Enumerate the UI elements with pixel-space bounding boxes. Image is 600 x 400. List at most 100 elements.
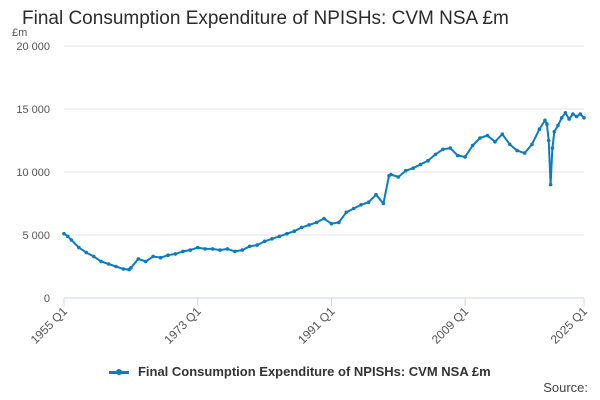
data-point[interactable] bbox=[478, 136, 482, 140]
data-point[interactable] bbox=[299, 225, 304, 230]
data-point[interactable] bbox=[158, 255, 163, 260]
data-point[interactable] bbox=[292, 229, 297, 233]
data-point[interactable] bbox=[463, 155, 467, 159]
data-point[interactable] bbox=[426, 158, 430, 163]
data-point[interactable] bbox=[574, 114, 579, 119]
data-point[interactable] bbox=[188, 248, 193, 252]
source-label: Source: bbox=[543, 380, 588, 395]
data-point[interactable] bbox=[470, 143, 475, 148]
data-point[interactable] bbox=[448, 146, 453, 150]
data-point[interactable] bbox=[359, 203, 363, 207]
data-point[interactable] bbox=[203, 247, 207, 251]
y-tick-label: 10 000 bbox=[16, 167, 50, 179]
data-point[interactable] bbox=[181, 249, 185, 254]
data-point[interactable] bbox=[69, 238, 74, 242]
data-point[interactable] bbox=[556, 123, 560, 128]
data-point[interactable] bbox=[571, 112, 575, 116]
axes: £m 0 5 000 10 000 15 000 20 000 1955 Q1 1973 Q1… bbox=[12, 27, 590, 347]
data-point[interactable] bbox=[455, 153, 460, 158]
data-point[interactable] bbox=[136, 257, 141, 261]
data-point[interactable] bbox=[550, 146, 555, 150]
data-point[interactable] bbox=[546, 138, 551, 143]
x-tick-label: 1955 Q1 bbox=[28, 304, 71, 347]
data-point[interactable] bbox=[567, 117, 571, 121]
data-point[interactable] bbox=[396, 175, 401, 179]
x-tick-label: 1991 Q1 bbox=[295, 304, 338, 347]
data-point[interactable] bbox=[548, 182, 553, 187]
y-tick-label: 20 000 bbox=[16, 41, 50, 53]
data-point[interactable] bbox=[337, 220, 341, 225]
data-point[interactable] bbox=[106, 262, 111, 266]
data-point[interactable] bbox=[277, 234, 282, 239]
data-point[interactable] bbox=[255, 243, 259, 247]
data-point[interactable] bbox=[121, 267, 126, 271]
data-point[interactable] bbox=[99, 259, 103, 264]
data-point[interactable] bbox=[418, 162, 423, 167]
data-point[interactable] bbox=[166, 253, 170, 257]
data-point[interactable] bbox=[240, 248, 245, 252]
data-point[interactable] bbox=[559, 116, 564, 120]
data-point[interactable] bbox=[582, 116, 586, 120]
data-point[interactable] bbox=[225, 247, 230, 251]
data-point[interactable] bbox=[515, 148, 519, 153]
data-point[interactable] bbox=[84, 250, 89, 255]
data-point[interactable] bbox=[262, 239, 267, 244]
x-tick-label: 2009 Q1 bbox=[429, 304, 472, 347]
legend-swatch bbox=[109, 369, 130, 376]
data-point[interactable] bbox=[578, 112, 583, 116]
data-point[interactable] bbox=[563, 111, 568, 115]
legend[interactable]: Final Consumption Expenditure of NPISHs:… bbox=[0, 364, 600, 379]
data-point[interactable] bbox=[381, 201, 386, 206]
data-point[interactable] bbox=[537, 127, 542, 131]
data-point[interactable] bbox=[389, 172, 393, 177]
data-point[interactable] bbox=[543, 118, 547, 123]
data-point[interactable] bbox=[441, 147, 445, 152]
data-point[interactable] bbox=[62, 231, 66, 236]
y-tick-label: 15 000 bbox=[16, 104, 50, 116]
data-point[interactable] bbox=[322, 216, 326, 221]
data-point[interactable] bbox=[307, 223, 311, 227]
series-line[interactable] bbox=[63, 111, 585, 271]
data-point[interactable] bbox=[91, 254, 96, 259]
data-point[interactable] bbox=[552, 129, 557, 134]
data-point[interactable] bbox=[351, 206, 356, 211]
data-point[interactable] bbox=[507, 142, 512, 147]
x-tick-label: 1973 Q1 bbox=[161, 304, 204, 347]
data-point[interactable] bbox=[210, 247, 215, 251]
data-point[interactable] bbox=[411, 166, 415, 170]
data-point[interactable] bbox=[314, 220, 319, 225]
data-point[interactable] bbox=[366, 200, 371, 204]
series-layer bbox=[62, 111, 586, 272]
data-point[interactable] bbox=[129, 266, 133, 270]
data-point[interactable] bbox=[151, 254, 155, 259]
data-point[interactable] bbox=[173, 252, 178, 256]
data-point[interactable] bbox=[545, 122, 549, 126]
y-tick-label: 0 bbox=[44, 293, 50, 305]
legend-label: Final Consumption Expenditure of NPISHs:… bbox=[137, 364, 491, 379]
data-point[interactable] bbox=[329, 221, 334, 226]
y-tick-label: 5 000 bbox=[22, 230, 50, 242]
data-point[interactable] bbox=[403, 168, 408, 173]
data-point[interactable] bbox=[65, 234, 70, 239]
data-point[interactable] bbox=[270, 237, 274, 241]
data-point[interactable] bbox=[285, 231, 289, 236]
x-tick-label: 2025 Q1 bbox=[548, 304, 591, 347]
data-point[interactable] bbox=[247, 244, 252, 249]
data-point[interactable] bbox=[485, 133, 490, 138]
chart-title: Final Consumption Expenditure of NPISHs:… bbox=[22, 8, 509, 29]
data-point[interactable] bbox=[522, 151, 527, 155]
data-point[interactable] bbox=[143, 259, 148, 264]
data-point[interactable] bbox=[218, 248, 222, 252]
data-point[interactable] bbox=[233, 249, 237, 254]
data-point[interactable] bbox=[374, 192, 378, 197]
data-point[interactable] bbox=[114, 264, 118, 269]
y-axis-unit-label: £m bbox=[12, 27, 27, 39]
data-point[interactable] bbox=[77, 245, 81, 250]
data-point[interactable] bbox=[195, 245, 200, 250]
data-point[interactable] bbox=[344, 210, 349, 215]
data-point[interactable] bbox=[433, 152, 438, 157]
data-point[interactable] bbox=[530, 142, 534, 147]
data-point[interactable] bbox=[493, 140, 497, 144]
data-point[interactable] bbox=[500, 132, 505, 136]
